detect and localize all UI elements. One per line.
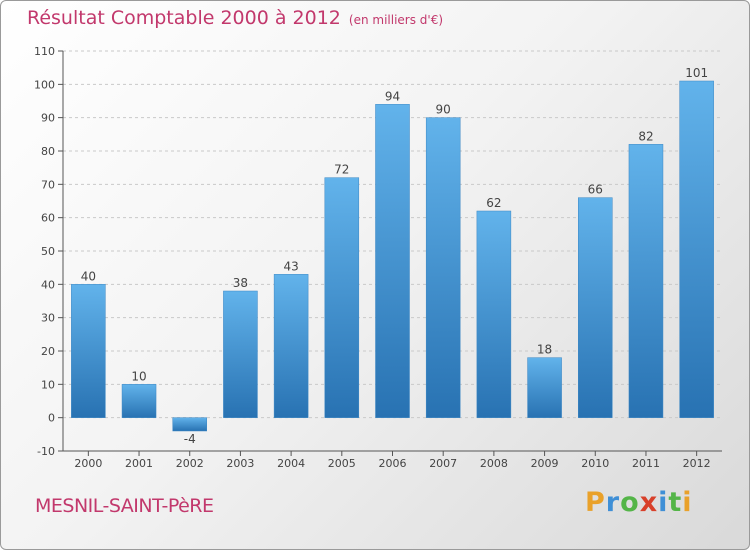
- bars: [71, 80, 714, 432]
- bar: [172, 417, 207, 432]
- data-label: 82: [638, 129, 653, 143]
- commune-name: MESNIL-SAINT-PèRE: [35, 495, 214, 517]
- y-tick-label: 80: [41, 145, 55, 158]
- bar: [527, 357, 562, 418]
- logo-letter: t: [668, 487, 683, 518]
- y-tick-label: 70: [41, 178, 55, 191]
- logo-letter: i: [682, 487, 693, 518]
- data-label: 101: [685, 66, 708, 80]
- x-tick-label: 2012: [683, 457, 711, 470]
- logo-letter: P: [585, 487, 606, 518]
- data-label: 38: [233, 276, 248, 290]
- chart-title-unit: (en milliers d'€): [348, 13, 444, 27]
- y-tick-label: 90: [41, 112, 55, 125]
- y-tick-label: 40: [41, 278, 55, 291]
- y-tick-label: 20: [41, 345, 55, 358]
- bar: [628, 144, 664, 418]
- data-label: 43: [283, 259, 298, 273]
- y-tick-label: 110: [34, 45, 55, 58]
- data-label: 66: [588, 183, 603, 197]
- bar: [425, 117, 461, 418]
- y-tick-label: 30: [41, 312, 55, 325]
- logo-letter: i: [658, 487, 669, 518]
- x-tick-label: 2005: [328, 457, 356, 470]
- logo-letter: r: [605, 487, 621, 518]
- x-tick-label: 2001: [125, 457, 153, 470]
- logo-letter: o: [620, 487, 640, 518]
- chart-title: Résultat Comptable 2000 à 2012 (en millie…: [27, 7, 443, 29]
- data-label: 94: [385, 89, 400, 103]
- data-label: 72: [334, 163, 349, 177]
- y-tick-label: 60: [41, 212, 55, 225]
- bar: [578, 197, 613, 418]
- x-tick-label: 2002: [176, 457, 204, 470]
- bar: [273, 274, 309, 418]
- bar: [679, 80, 714, 418]
- x-tick-label: 2004: [277, 457, 305, 470]
- y-tick-label: 50: [41, 245, 55, 258]
- axes: -10 0 10 20 30 40 50 60 70 80 90 100 110 2000 2001 2002…: [34, 45, 722, 470]
- data-label: 40: [81, 269, 96, 283]
- x-tick-label: 2003: [226, 457, 254, 470]
- y-tick-label: 10: [41, 378, 55, 391]
- bar: [476, 210, 512, 418]
- bar: [324, 177, 360, 418]
- chart-title-main: Résultat Comptable 2000 à 2012: [27, 7, 341, 29]
- x-tick-label: 2006: [379, 457, 407, 470]
- x-tick-label: 2007: [429, 457, 457, 470]
- data-label: 62: [486, 196, 501, 210]
- bar: [223, 290, 258, 418]
- x-tick-label: 2008: [480, 457, 508, 470]
- labels: 40 10 -4 38 43 72 94 90 62 18 66 82 101: [81, 66, 708, 446]
- data-label: 10: [131, 369, 146, 383]
- x-tick-label: 2009: [531, 457, 559, 470]
- proxiti-logo[interactable]: Proxiti: [585, 487, 693, 518]
- x-tick-label: 2010: [581, 457, 609, 470]
- bar: [71, 284, 106, 418]
- y-tick-label: 0: [48, 412, 55, 425]
- x-tick-label: 2011: [632, 457, 660, 470]
- data-label: 18: [537, 343, 552, 357]
- data-label: -4: [184, 432, 196, 446]
- data-label: 90: [436, 103, 451, 117]
- x-tick-label: 2000: [74, 457, 102, 470]
- bar: [121, 384, 157, 418]
- bar: [375, 104, 410, 418]
- logo-letter: x: [639, 487, 659, 518]
- y-tick-label: 100: [34, 78, 55, 91]
- y-tick-label: -10: [37, 445, 55, 458]
